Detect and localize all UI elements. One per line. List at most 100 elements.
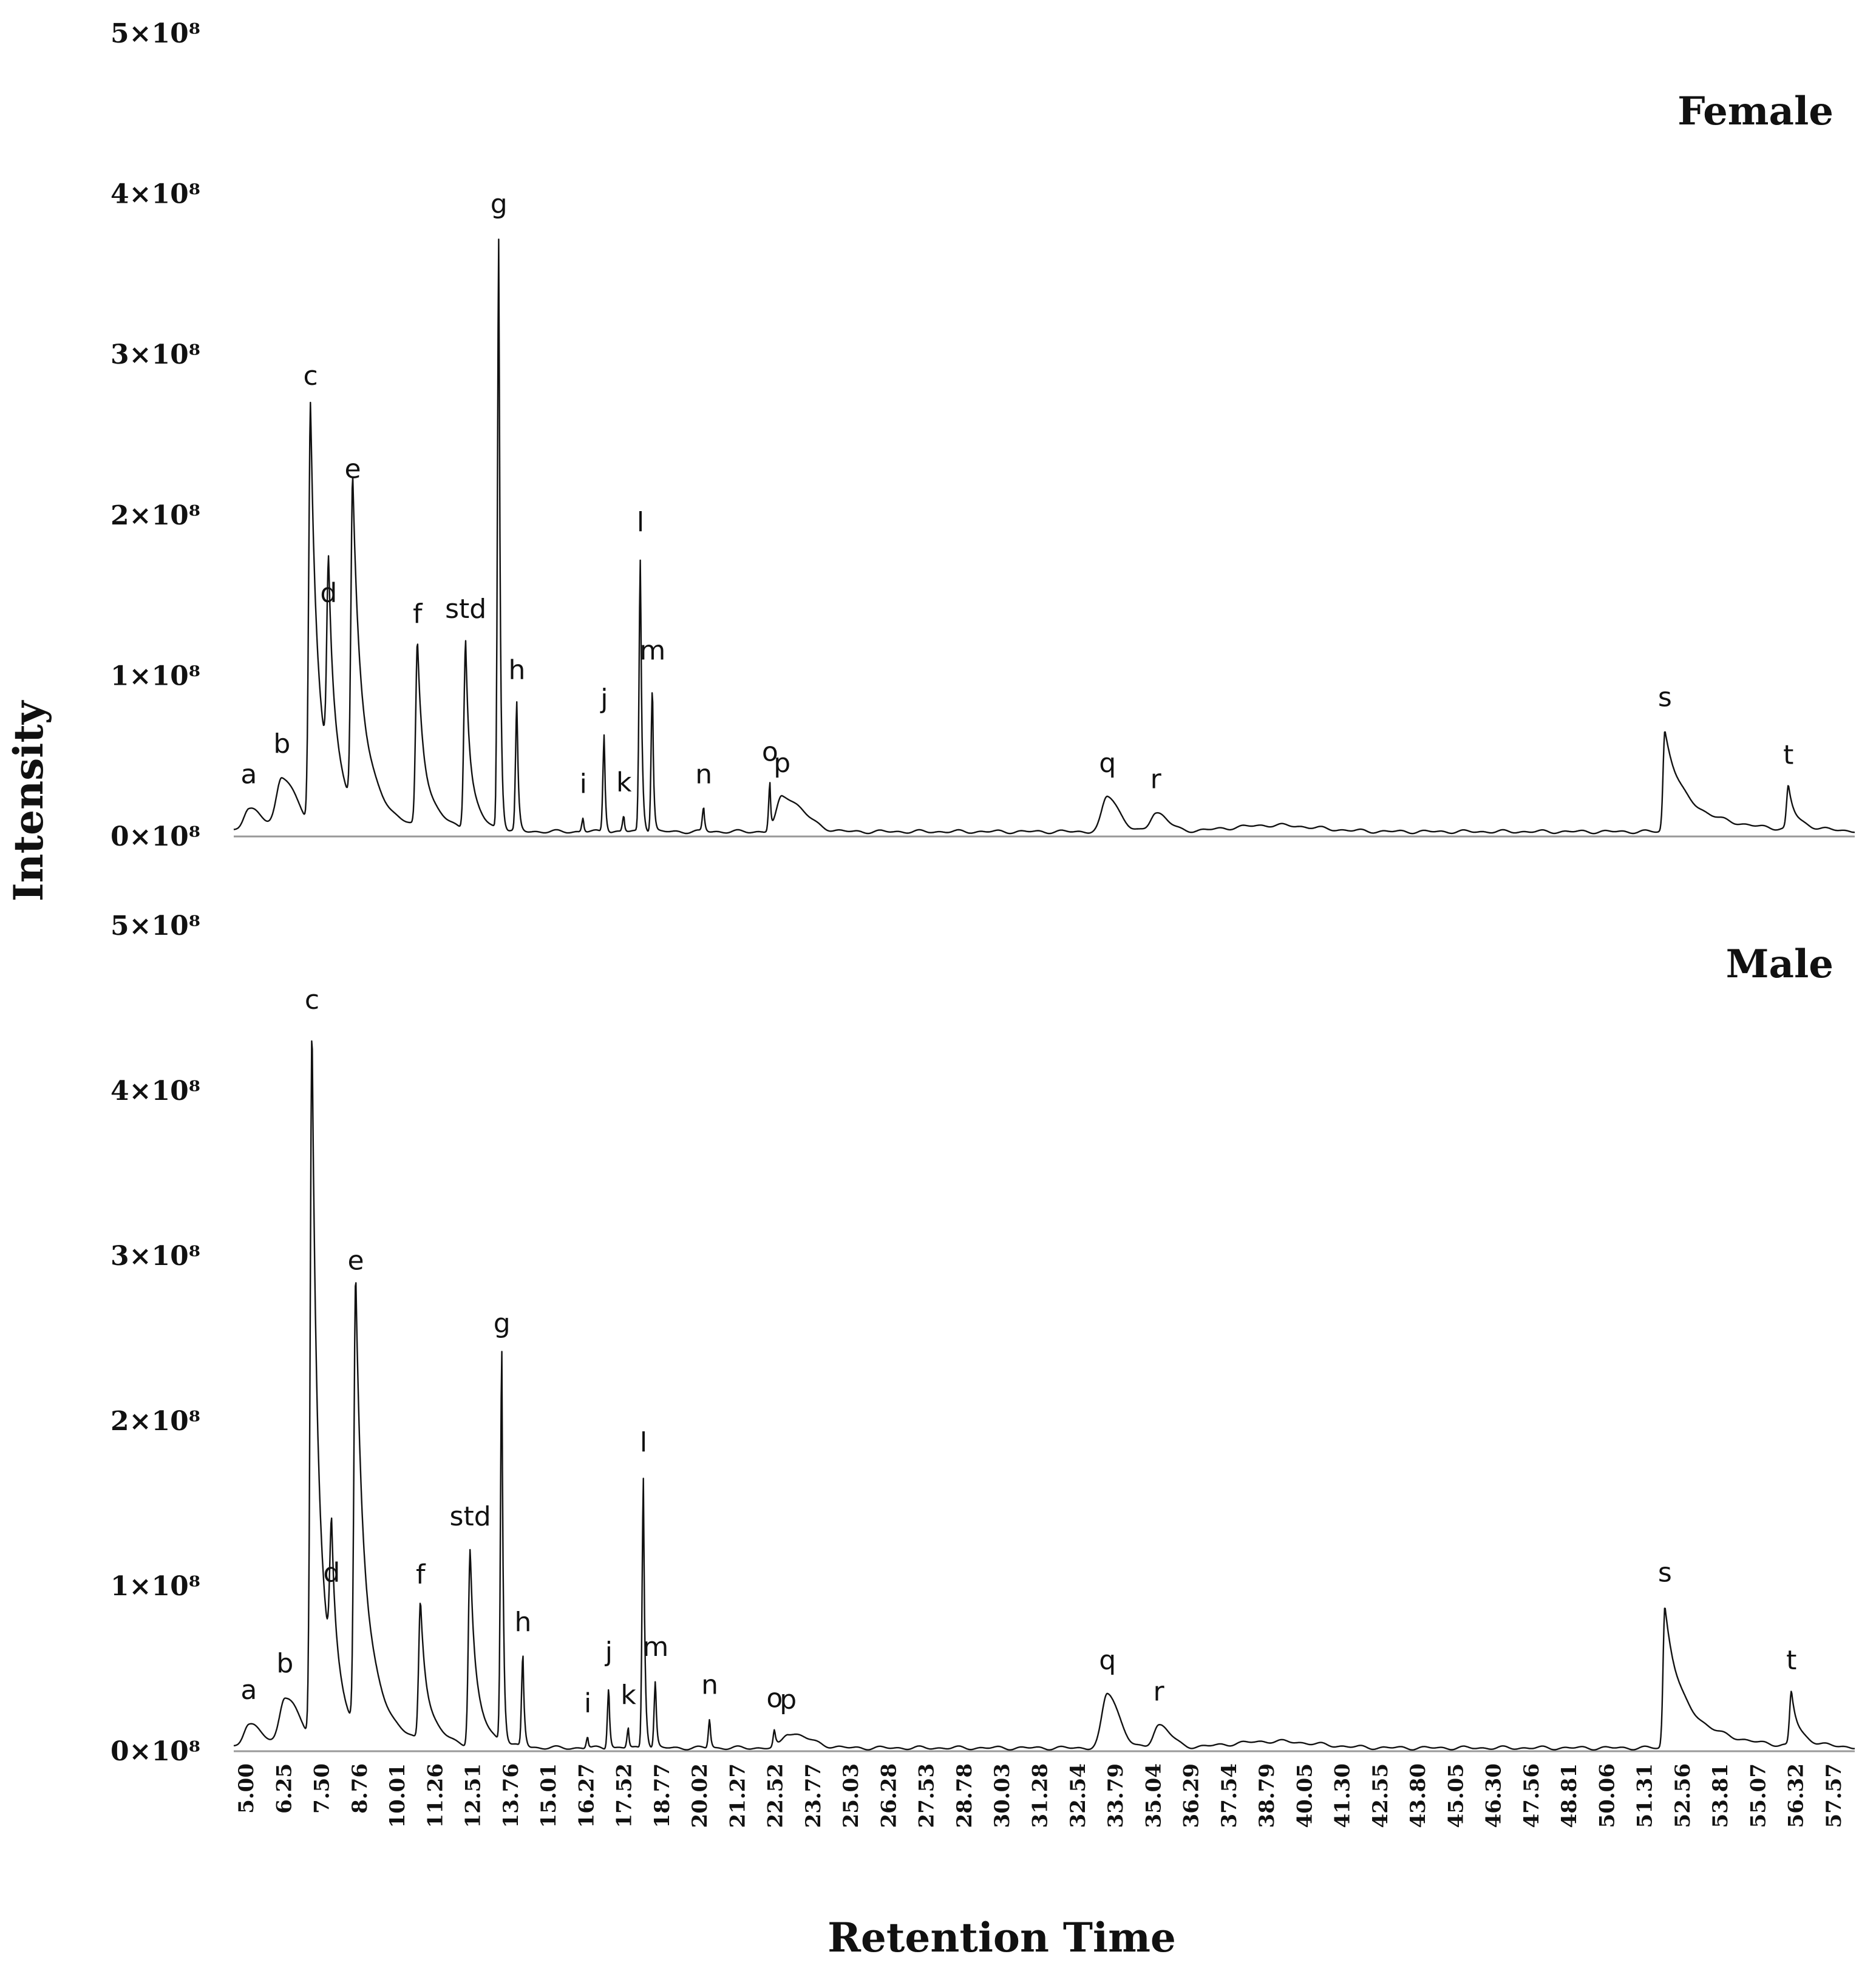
peak-label: r xyxy=(1154,1676,1165,1707)
x-tick-label: 41.30 xyxy=(1331,1763,1355,1828)
x-tick-label: 26.28 xyxy=(877,1763,902,1828)
x-tick-label: 28.78 xyxy=(953,1763,977,1828)
peak-label: n xyxy=(695,759,712,790)
y-tick-label: 2×10⁸ xyxy=(110,1406,200,1437)
y-tick-label: 1×10⁸ xyxy=(110,660,200,691)
peak-label: r xyxy=(1150,764,1162,795)
peak-label: std xyxy=(450,1501,491,1532)
panel-title: Male xyxy=(1726,941,1834,987)
x-tick-label: 7.50 xyxy=(310,1763,335,1814)
peak-label: o xyxy=(766,1683,783,1714)
x-tick-label: 56.32 xyxy=(1784,1763,1809,1828)
y-tick-label: 4×10⁸ xyxy=(110,179,200,210)
x-tick-label: 18.77 xyxy=(650,1763,675,1828)
peak-label: d xyxy=(320,577,337,608)
x-tick-label: 32.54 xyxy=(1066,1763,1090,1828)
x-tick-label: 8.76 xyxy=(348,1763,372,1814)
peak-label: o xyxy=(762,736,778,767)
x-tick-label: 35.04 xyxy=(1141,1763,1166,1828)
peak-label: t xyxy=(1786,1645,1796,1676)
x-tick-label: 30.03 xyxy=(990,1763,1014,1828)
x-tick-label: 53.81 xyxy=(1708,1763,1733,1828)
x-tick-label: 46.30 xyxy=(1482,1763,1506,1828)
peak-label: j xyxy=(600,683,608,714)
peak-label: n xyxy=(701,1670,718,1701)
x-tick-label: 31.28 xyxy=(1028,1763,1053,1828)
x-tick-label: 43.80 xyxy=(1406,1763,1430,1828)
peak-label: p xyxy=(773,748,790,779)
x-tick-label: 21.27 xyxy=(726,1763,750,1828)
chromatogram-trace xyxy=(233,239,1855,835)
peak-label: j xyxy=(605,1637,613,1667)
x-tick-label: 37.54 xyxy=(1217,1763,1242,1828)
x-tick-label: 48.81 xyxy=(1557,1763,1582,1828)
y-tick-label: 0×10⁸ xyxy=(110,821,200,852)
x-tick-label: 51.31 xyxy=(1633,1763,1657,1828)
y-tick-label: 2×10⁸ xyxy=(110,500,200,531)
peak-label: std xyxy=(445,594,486,625)
y-tick-label: 1×10⁸ xyxy=(110,1571,200,1602)
x-tick-label: 38.79 xyxy=(1255,1763,1279,1828)
peak-label: b xyxy=(273,728,290,759)
y-axis-label: Intensity xyxy=(5,700,52,901)
x-tick-label: 11.26 xyxy=(423,1763,447,1828)
peak-label: g xyxy=(491,189,508,220)
peak-label: e xyxy=(344,454,361,485)
peak-label: m xyxy=(639,636,665,666)
trace-layer xyxy=(233,239,1855,1751)
x-tick-label: 15.01 xyxy=(537,1763,561,1828)
x-tick-label: 12.51 xyxy=(461,1763,486,1828)
x-tick-label: 36.29 xyxy=(1180,1763,1204,1828)
peak-label: k xyxy=(620,1680,636,1711)
x-axis-label: Retention Time xyxy=(828,1914,1176,1961)
peak-label: f xyxy=(416,1559,426,1590)
peak-label: h xyxy=(509,654,526,685)
peak-label: d xyxy=(323,1558,340,1589)
peak-label: b xyxy=(276,1648,293,1679)
peak-label: c xyxy=(305,985,319,1016)
y-tick-label: 3×10⁸ xyxy=(110,339,200,370)
peak-label: c xyxy=(303,361,318,392)
x-tick-label: 13.76 xyxy=(499,1763,523,1828)
y-tick-label: 5×10⁸ xyxy=(110,18,200,49)
peak-label: k xyxy=(616,767,632,798)
peak-label: l xyxy=(637,507,644,538)
x-tick-label: 5.00 xyxy=(234,1763,259,1814)
peak-label: g xyxy=(494,1308,511,1339)
peak-label: q xyxy=(1099,748,1116,779)
x-tick-label: 50.06 xyxy=(1595,1763,1619,1828)
peak-label: f xyxy=(413,599,423,629)
panel-title: Female xyxy=(1677,89,1834,134)
axes-layer: 0×10⁸ 1×10⁸ 2×10⁸ 3×10⁸ 4×10⁸ 5×10⁸ 0×10⁸ 1×10⁸… xyxy=(110,18,1855,1828)
peak-label: i xyxy=(580,768,587,799)
x-tick-label: 47.56 xyxy=(1520,1763,1544,1828)
x-tick-label: 16.27 xyxy=(574,1763,599,1828)
x-tick-label: 6.25 xyxy=(272,1763,296,1814)
peak-label: e xyxy=(347,1246,364,1277)
x-tick-label: 25.03 xyxy=(839,1763,863,1828)
x-tick-label: 20.02 xyxy=(688,1763,712,1828)
y-tick-label: 0×10⁸ xyxy=(110,1736,200,1767)
peak-label: q xyxy=(1099,1645,1116,1676)
x-tick-label: 55.07 xyxy=(1747,1763,1771,1828)
peak-label: a xyxy=(240,759,257,790)
peak-label: t xyxy=(1783,740,1793,771)
peak-label: s xyxy=(1658,682,1672,713)
x-tick-label: 33.79 xyxy=(1104,1763,1128,1828)
x-tick-label: 57.57 xyxy=(1822,1763,1846,1828)
chromatogram-trace xyxy=(233,1040,1855,1751)
peak-label: p xyxy=(780,1684,797,1715)
y-tick-label: 5×10⁸ xyxy=(110,911,200,941)
peak-label: h xyxy=(514,1607,531,1638)
x-tick-label: 22.52 xyxy=(764,1763,788,1828)
y-tick-label: 4×10⁸ xyxy=(110,1076,200,1107)
peak-label: l xyxy=(640,1427,647,1458)
x-tick-label: 10.01 xyxy=(386,1763,410,1828)
peak-label: i xyxy=(584,1688,591,1719)
x-tick-label: 17.52 xyxy=(613,1763,637,1828)
x-tick-label: 23.77 xyxy=(801,1763,826,1828)
x-tick-label: 40.05 xyxy=(1293,1763,1317,1828)
